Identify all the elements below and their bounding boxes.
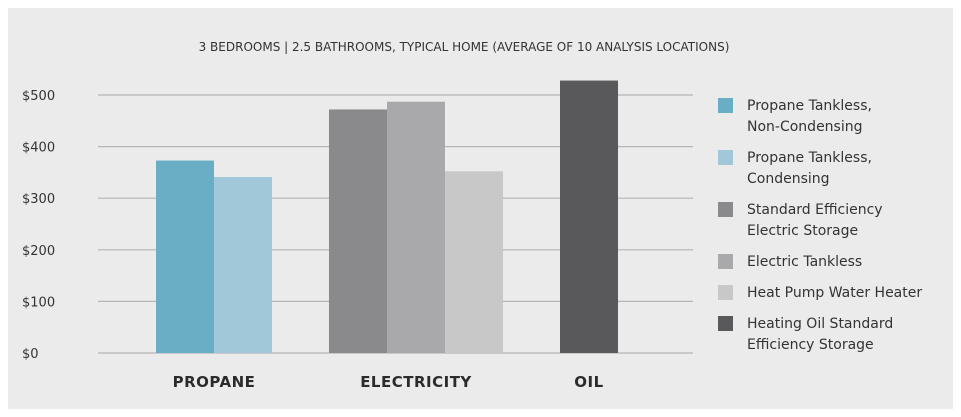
x-category-label: PROPANE — [173, 373, 256, 391]
legend-label: Propane Tankless, Condensing — [747, 150, 872, 187]
legend-item: Electric Tankless — [718, 254, 862, 270]
legend-item: Propane Tankless, Condensing — [718, 150, 872, 187]
y-tick-label: $400 — [22, 141, 55, 156]
legend-swatch — [718, 98, 733, 113]
bar — [329, 109, 387, 353]
legend-swatch — [718, 254, 733, 269]
legend-label: Propane Tankless, Non-Condensing — [747, 98, 872, 135]
chart-title: 3 BEDROOMS | 2.5 BATHROOMS, TYPICAL HOME… — [199, 40, 730, 54]
chart-panel: 3 BEDROOMS | 2.5 BATHROOMS, TYPICAL HOME… — [8, 8, 953, 409]
legend-label: Heating Oil Standard Efficiency Storage — [747, 316, 893, 353]
legend-label: Heat Pump Water Heater — [747, 285, 922, 301]
bar — [560, 80, 618, 353]
legend-swatch — [718, 202, 733, 217]
legend: Propane Tankless, Non-Condensing Propane T… — [718, 98, 922, 353]
x-category-label: ELECTRICITY — [360, 373, 472, 391]
bar — [387, 101, 445, 353]
y-tick-label: $300 — [22, 192, 55, 207]
y-tick-label: $100 — [22, 295, 55, 310]
bars — [156, 80, 618, 353]
legend-item: Heat Pump Water Heater — [718, 285, 922, 301]
bar-chart: 3 BEDROOMS | 2.5 BATHROOMS, TYPICAL HOME… — [22, 40, 922, 391]
legend-swatch — [718, 316, 733, 331]
y-tick-label: $500 — [22, 89, 55, 104]
legend-item: Heating Oil Standard Efficiency Storage — [718, 316, 893, 353]
legend-item: Standard Efficiency Electric Storage — [718, 202, 883, 239]
bar — [445, 171, 503, 353]
legend-item: Propane Tankless, Non-Condensing — [718, 98, 872, 135]
legend-label: Electric Tankless — [747, 254, 862, 270]
x-category-label: OIL — [574, 373, 603, 391]
legend-swatch — [718, 285, 733, 300]
legend-label: Standard Efficiency Electric Storage — [747, 202, 883, 239]
bar — [214, 177, 272, 353]
x-axis-category-labels: PROPANE ELECTRICITY OIL — [173, 373, 604, 391]
y-tick-label: $200 — [22, 244, 55, 259]
legend-swatch — [718, 150, 733, 165]
bar — [156, 160, 214, 353]
y-tick-label: $0 — [22, 347, 39, 362]
y-axis-tick-labels: $0 $100 $200 $300 $400 $500 — [22, 89, 55, 362]
